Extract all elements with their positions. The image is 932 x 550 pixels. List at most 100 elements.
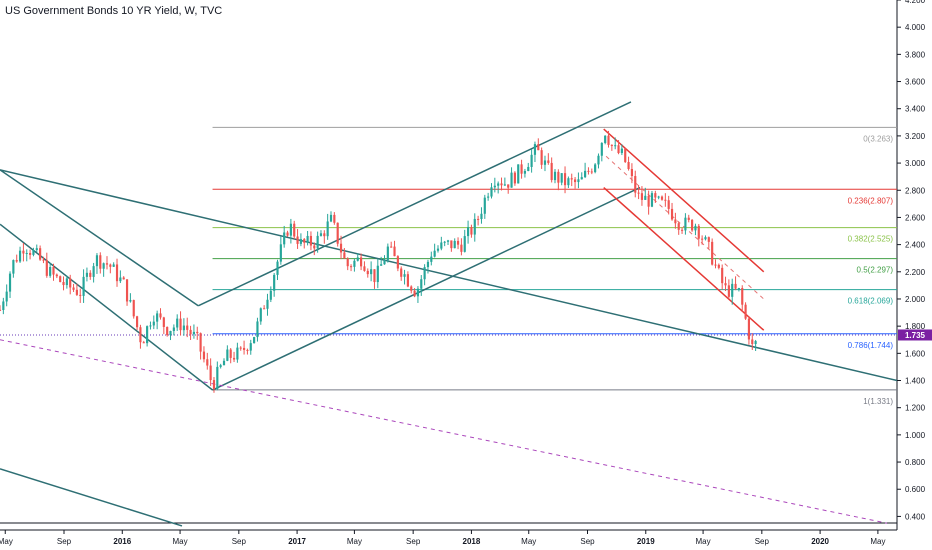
- candle-body: [543, 160, 547, 165]
- x-tick-label: May: [521, 537, 536, 546]
- candle-body: [156, 313, 159, 322]
- candle-body: [600, 142, 603, 156]
- candle-body: [731, 283, 734, 297]
- candle-body: [687, 217, 690, 220]
- candle-body: [537, 144, 540, 151]
- x-tick-label: 2016: [113, 537, 131, 546]
- candle-body: [590, 171, 593, 173]
- candle-body: [386, 246, 389, 261]
- candle-body: [219, 365, 222, 367]
- candle-body: [212, 380, 216, 389]
- y-tick-label: 3.200: [905, 132, 926, 141]
- candle-body: [547, 160, 550, 163]
- candle-body: [266, 299, 269, 309]
- candle-body: [326, 221, 329, 237]
- candle-body: [29, 252, 32, 255]
- candle-body: [149, 325, 152, 327]
- candle-body: [146, 326, 149, 344]
- candle-body: [667, 200, 670, 209]
- candle-body: [614, 145, 617, 147]
- candle-body: [75, 289, 78, 295]
- candle-body: [627, 161, 630, 169]
- candle-body: [172, 327, 175, 331]
- candle-body: [209, 365, 212, 381]
- candle-body: [119, 277, 122, 282]
- candle-body: [353, 260, 356, 267]
- candle-body: [25, 252, 28, 254]
- candle-body: [383, 260, 386, 265]
- fib-level-label: 0.618(2.069): [848, 297, 894, 306]
- candle-body: [677, 223, 680, 230]
- x-tick-label: Sep: [580, 537, 595, 546]
- candle-body: [714, 264, 717, 266]
- candle-body: [306, 235, 309, 243]
- fib-level-label: 0.382(2.525): [848, 235, 894, 244]
- candle-body: [433, 250, 436, 257]
- candle-body: [473, 218, 476, 235]
- candle-body: [597, 155, 600, 165]
- candle-body: [336, 222, 339, 244]
- candle-body: [416, 288, 420, 297]
- y-tick-label: 2.800: [905, 186, 926, 195]
- candle-body: [630, 168, 633, 177]
- candle-body: [329, 214, 333, 222]
- candle-body: [390, 246, 393, 248]
- candle-body: [607, 135, 610, 145]
- candle-body: [222, 360, 226, 366]
- candle-body: [135, 316, 139, 328]
- candle-body: [159, 313, 162, 318]
- dashed-line: [0, 339, 888, 524]
- x-tick-label: May: [696, 537, 711, 546]
- candle-body: [15, 260, 18, 262]
- candle-body: [192, 331, 196, 335]
- candle-body: [717, 264, 720, 268]
- candle-body: [62, 281, 65, 286]
- candle-body: [443, 241, 446, 243]
- candle-body: [727, 285, 730, 297]
- candle-body: [269, 290, 272, 300]
- candle-body: [660, 196, 664, 200]
- candle-body: [650, 193, 654, 207]
- candle-body: [22, 250, 25, 254]
- candle-body: [129, 300, 132, 302]
- candle-body: [436, 248, 440, 251]
- candle-body: [69, 278, 72, 288]
- candle-body: [313, 245, 316, 249]
- y-tick-label: 0.800: [905, 458, 926, 467]
- candle-body: [647, 195, 650, 207]
- candle-body: [410, 286, 413, 291]
- candle-body: [122, 277, 125, 280]
- candle-body: [634, 176, 637, 193]
- candle-body: [507, 184, 510, 188]
- candle-body: [169, 330, 172, 336]
- candle-body: [293, 223, 296, 237]
- candle-body: [226, 349, 229, 361]
- candle-body: [166, 326, 169, 336]
- candle-body: [39, 248, 42, 260]
- x-tick-label: Sep: [406, 537, 421, 546]
- candle-body: [289, 223, 292, 236]
- candle-body: [0, 309, 2, 311]
- candle-body: [259, 308, 262, 322]
- candle-body: [567, 178, 570, 186]
- candle-body: [513, 172, 516, 184]
- current-price-tag: [898, 329, 932, 341]
- candle-body: [199, 333, 202, 352]
- y-tick-label: 4.200: [905, 0, 926, 5]
- candle-body: [533, 144, 537, 155]
- candle-body: [182, 325, 185, 331]
- candle-body: [55, 274, 58, 277]
- candle-body: [594, 164, 597, 173]
- candle-body: [346, 258, 349, 267]
- candle-body: [8, 273, 12, 292]
- candle-body: [624, 148, 627, 162]
- y-tick-label: 1.400: [905, 377, 926, 386]
- candle-body: [99, 255, 102, 269]
- y-tick-label: 1.800: [905, 322, 926, 331]
- candle-body: [446, 240, 450, 242]
- candle-body: [79, 294, 82, 296]
- candle-body: [246, 349, 249, 351]
- candle-body: [724, 283, 727, 286]
- candle-body: [403, 274, 406, 277]
